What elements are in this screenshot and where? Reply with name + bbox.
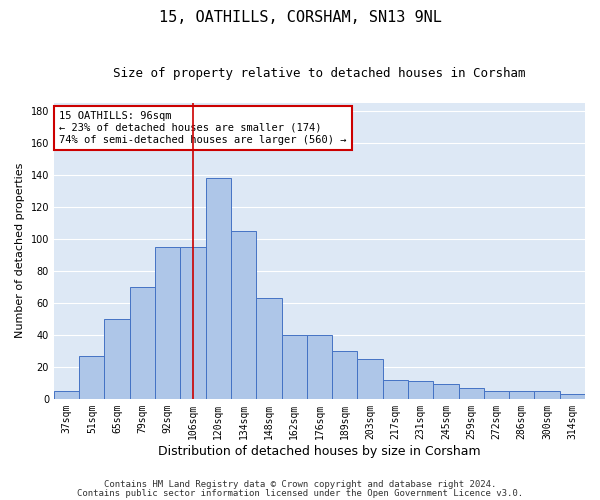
Text: Contains HM Land Registry data © Crown copyright and database right 2024.: Contains HM Land Registry data © Crown c… — [104, 480, 496, 489]
Bar — [206, 178, 231, 399]
X-axis label: Distribution of detached houses by size in Corsham: Distribution of detached houses by size … — [158, 444, 481, 458]
Bar — [104, 318, 130, 399]
Bar — [332, 351, 358, 399]
Bar — [358, 359, 383, 399]
Bar — [155, 246, 181, 399]
Text: 15, OATHILLS, CORSHAM, SN13 9NL: 15, OATHILLS, CORSHAM, SN13 9NL — [158, 10, 442, 25]
Y-axis label: Number of detached properties: Number of detached properties — [15, 163, 25, 338]
Bar — [383, 380, 408, 399]
Bar — [408, 381, 433, 399]
Title: Size of property relative to detached houses in Corsham: Size of property relative to detached ho… — [113, 68, 526, 80]
Bar — [458, 388, 484, 399]
Bar — [54, 391, 79, 399]
Bar — [256, 298, 281, 399]
Bar — [231, 230, 256, 399]
Bar — [181, 246, 206, 399]
Bar — [130, 286, 155, 399]
Bar — [560, 394, 585, 399]
Bar — [509, 391, 535, 399]
Bar — [484, 391, 509, 399]
Bar — [535, 391, 560, 399]
Bar — [281, 335, 307, 399]
Text: 15 OATHILLS: 96sqm
← 23% of detached houses are smaller (174)
74% of semi-detach: 15 OATHILLS: 96sqm ← 23% of detached hou… — [59, 112, 347, 144]
Bar — [79, 356, 104, 399]
Bar — [433, 384, 458, 399]
Text: Contains public sector information licensed under the Open Government Licence v3: Contains public sector information licen… — [77, 489, 523, 498]
Bar — [307, 335, 332, 399]
